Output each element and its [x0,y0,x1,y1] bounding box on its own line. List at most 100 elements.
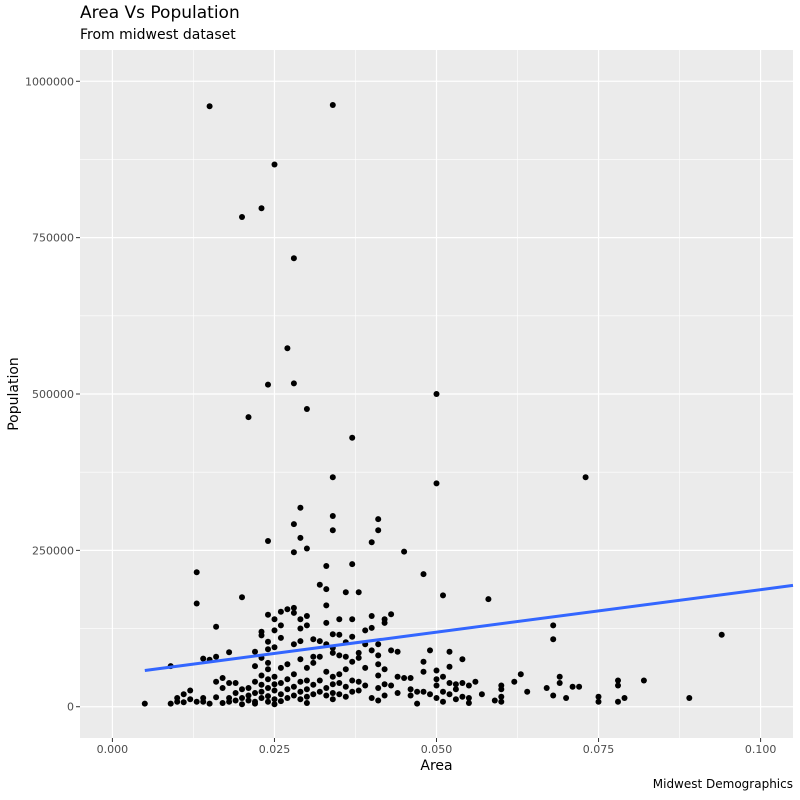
data-point [556,673,563,680]
chart-caption: Midwest Demographics [652,777,793,791]
data-point [271,681,278,688]
data-point [543,685,550,691]
data-point [265,381,271,388]
data-point [213,694,220,701]
data-point [193,569,200,576]
x-tick-label: 0.025 [259,743,291,756]
data-point [271,701,278,708]
data-point [303,686,310,693]
data-point [297,688,304,695]
data-point [265,666,271,673]
data-point [336,691,343,698]
data-point [485,596,492,603]
data-point [517,671,524,678]
data-point [459,656,466,663]
data-point [433,676,440,683]
x-tick-label: 0.050 [421,743,453,756]
data-point [284,345,291,352]
data-point [569,683,576,690]
data-point [362,682,369,689]
data-point [258,205,265,212]
data-point [375,516,382,523]
data-point [349,434,356,441]
x-tick-label: 0.100 [745,743,777,756]
data-point [433,667,440,674]
data-point [239,686,245,693]
data-point [368,624,375,631]
data-point [621,695,628,701]
data-point [265,676,271,683]
data-point [277,622,284,629]
data-point [271,627,278,634]
data-point [452,686,459,693]
data-point [316,581,323,588]
data-point [232,697,239,704]
data-point [440,592,446,599]
data-point [640,677,647,684]
data-point [459,680,466,686]
data-point [388,611,395,618]
data-point [297,504,304,511]
data-point [206,103,213,110]
data-point [355,678,362,685]
data-point [290,604,297,611]
data-point [200,695,207,701]
data-point [362,627,369,634]
data-point [271,616,278,623]
data-point [316,638,323,645]
data-point [277,680,284,686]
data-point [213,623,220,630]
data-point [355,589,362,596]
data-point [615,677,621,684]
data-point [465,695,472,701]
data-point [245,414,252,421]
data-point [336,616,343,623]
data-point [349,633,356,640]
data-point [440,698,446,705]
data-point [427,691,433,698]
data-point [277,634,284,641]
data-point [258,695,265,701]
data-point [440,688,446,695]
y-tick-label: 1000000 [25,75,74,88]
data-point [284,686,291,693]
data-point [303,700,310,706]
data-point [336,631,343,638]
data-point [550,622,557,629]
data-point [349,616,356,623]
data-point [407,675,414,681]
data-point [258,688,265,695]
data-point [271,696,278,703]
data-point [420,658,427,665]
data-point [433,695,440,701]
data-point [297,638,304,645]
data-point [258,632,265,639]
data-point [303,545,310,552]
data-point [342,653,349,660]
data-point [303,622,310,629]
data-point [329,673,336,680]
data-point [323,692,330,699]
data-point [271,161,278,168]
y-tick-label: 750000 [32,232,74,245]
data-point [226,649,233,656]
data-point [342,589,349,596]
data-point [355,649,362,656]
data-point [414,700,421,707]
data-point [349,677,356,684]
data-point [388,682,395,689]
data-point [582,474,589,481]
data-point [284,676,291,683]
data-point [615,698,621,705]
data-point [245,685,252,691]
data-point [375,685,382,691]
y-axis-title: Population [6,357,22,431]
data-point [277,608,284,615]
data-point [375,697,382,704]
data-point [303,677,310,684]
data-points [141,102,725,708]
data-point [239,701,245,708]
data-point [277,664,284,671]
data-point [239,594,245,601]
